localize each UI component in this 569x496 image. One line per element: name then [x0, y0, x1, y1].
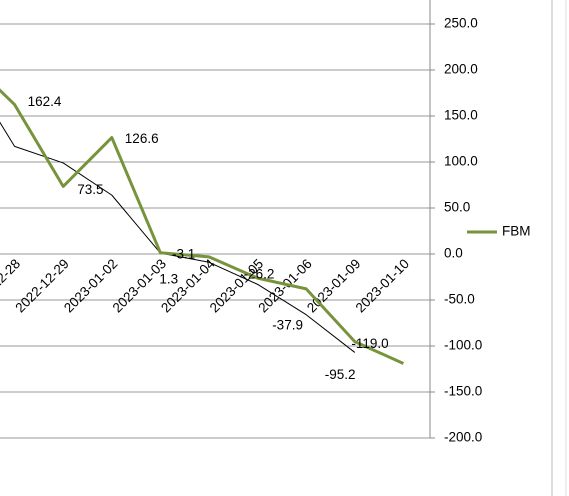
y-tick-label: -150.0: [444, 384, 482, 399]
legend-label: FBM: [502, 224, 531, 239]
data-label: -95.2: [325, 367, 356, 382]
y-tick-label: 50.0: [444, 200, 470, 215]
y-tick-label: -100.0: [444, 338, 482, 353]
y-tick-label: 0.0: [444, 246, 463, 261]
y-tick-label: -50.0: [444, 292, 475, 307]
data-label: 73.5: [77, 182, 103, 197]
data-label: -3.1: [172, 246, 195, 261]
data-label: 1.3: [159, 271, 178, 286]
y-tick-label: 100.0: [444, 154, 478, 169]
data-label: -26.2: [244, 267, 275, 282]
data-label: -119.0: [351, 336, 388, 351]
data-label: -37.9: [272, 317, 303, 332]
series-line: [0, 88, 405, 365]
data-label: 162.4: [28, 94, 62, 109]
y-tick-label: 150.0: [444, 108, 478, 123]
data-label: 126.6: [125, 131, 159, 146]
y-tick-label: 200.0: [444, 62, 478, 77]
y-tick-label: -200.0: [444, 430, 482, 445]
y-tick-label: 250.0: [444, 16, 478, 31]
